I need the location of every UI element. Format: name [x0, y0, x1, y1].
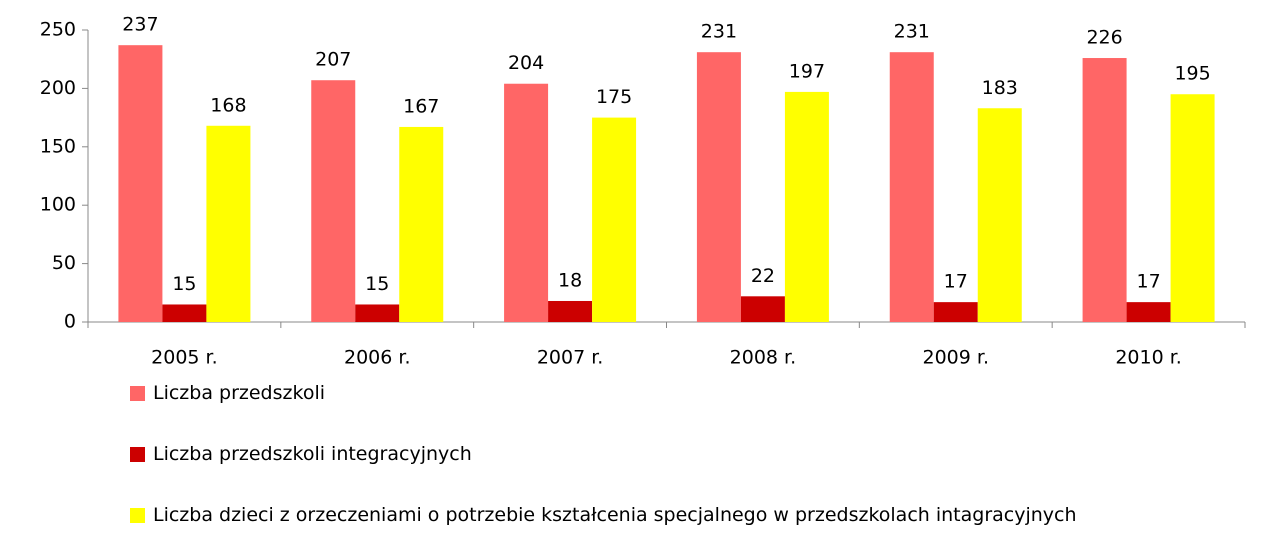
x-tick-label: 2009 r.: [923, 347, 990, 369]
legend-item: Liczba przedszkoli: [130, 380, 1230, 407]
bar: [740, 296, 785, 322]
x-tick-label: 2010 r.: [1115, 347, 1182, 369]
x-tick-label: 2008 r.: [730, 347, 797, 369]
bar: [355, 304, 400, 322]
x-tick-label: 2005 r.: [151, 347, 218, 369]
data-label: 204: [508, 52, 544, 74]
data-label: 175: [596, 86, 632, 108]
legend: Liczba przedszkoli Liczba przedszkoli int…: [130, 380, 1230, 558]
legend-label: Liczba przedszkoli integracyjnych: [153, 443, 472, 465]
bar: [118, 45, 163, 323]
data-label: 226: [1086, 27, 1122, 49]
bar: [889, 52, 934, 322]
data-label: 18: [558, 269, 582, 291]
data-label: 167: [403, 95, 439, 117]
bar: [206, 125, 251, 322]
data-label: 231: [701, 21, 737, 43]
legend-item: Liczba przedszkoli integracyjnych: [130, 441, 1230, 468]
legend-swatch: [130, 508, 145, 523]
bar: [548, 300, 593, 322]
data-label: 183: [982, 77, 1018, 99]
data-label: 231: [894, 21, 930, 43]
legend-label: Liczba przedszkoli: [153, 382, 326, 404]
bar: [977, 108, 1022, 322]
x-tick-label: 2006 r.: [344, 347, 411, 369]
legend-swatch: [130, 386, 145, 401]
bar: [1126, 302, 1171, 322]
legend-swatch: [130, 447, 145, 462]
legend-item: Liczba dzieci z orzeczeniami o potrzebie…: [130, 502, 1230, 529]
bar: [311, 80, 356, 322]
data-label: 22: [751, 265, 775, 287]
data-label: 207: [315, 49, 351, 71]
y-tick-label: 250: [40, 19, 76, 41]
chart: 0 50 100 150 200 250 2005 r. 237 15 168 2006 r. 207…: [40, 14, 1246, 369]
y-tick-label: 200: [40, 77, 76, 99]
bar: [784, 91, 829, 323]
data-label: 15: [172, 273, 196, 295]
y-tick-label: 0: [64, 311, 76, 333]
bar: [696, 52, 741, 322]
data-label: 195: [1174, 63, 1210, 85]
data-label: 168: [210, 94, 246, 116]
data-label: 15: [365, 273, 389, 295]
data-label: 197: [789, 60, 825, 82]
data-label: 17: [1136, 271, 1160, 293]
data-label: 237: [122, 14, 158, 36]
bar: [399, 126, 444, 322]
bar: [933, 302, 978, 322]
bar: [1082, 58, 1127, 322]
bar: [1170, 94, 1215, 323]
y-tick-label: 100: [40, 194, 76, 216]
bar: [504, 83, 549, 322]
bar: [162, 304, 207, 322]
legend-label: Liczba dzieci z orzeczeniami o potrzebie…: [153, 504, 1077, 526]
y-tick-label: 50: [52, 252, 76, 274]
data-label: 17: [944, 271, 968, 293]
x-tick-label: 2007 r.: [537, 347, 604, 369]
bar: [592, 117, 637, 322]
y-tick-label: 150: [40, 135, 76, 157]
